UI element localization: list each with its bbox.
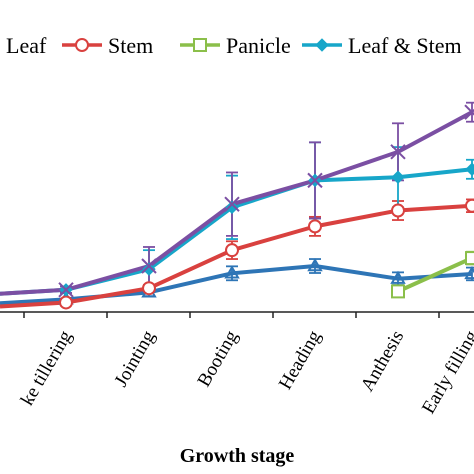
legend-item-leaf: Leaf: [6, 33, 47, 58]
legend-label-leaf-stem: Leaf & Stem: [348, 33, 462, 58]
leaf-point-5: [390, 270, 406, 284]
stem-point-4: [308, 219, 322, 234]
panicle-line: [397, 256, 473, 294]
leaf-stem-point-3: [225, 200, 239, 215]
legend: Leaf Stem Panicle Leaf & Stem: [6, 33, 462, 58]
leaf-point-4: [307, 258, 323, 272]
x-tick-label-1: ke tillering: [17, 327, 77, 410]
x-tick-label-5: Anthesis: [357, 327, 408, 395]
series-markers: [58, 104, 474, 310]
series-5-point-2-stroke-b: [141, 258, 157, 274]
x-axis-ticks: [23, 312, 440, 318]
panicle-point-5: [391, 284, 405, 299]
error-bars: [60, 101, 474, 298]
leaf-stem-point-5: [391, 170, 405, 184]
legend-marker-stem: [75, 38, 89, 52]
x-tick-label-4: Heading: [275, 327, 326, 394]
x-tick-label-6: Early filling: [418, 327, 474, 418]
legend-item-panicle: Panicle: [180, 33, 291, 58]
stem-point-2: [142, 281, 156, 296]
legend-marker-leaf-stem: [315, 38, 329, 52]
series-5-point-2: [141, 258, 157, 274]
series-5-point-3-stroke-b: [224, 196, 240, 212]
series-5-point-1: [58, 282, 74, 298]
x-tick-labels: ke tillering Jointing Booting Heading Anthes…: [17, 327, 474, 418]
legend-label-panicle: Panicle: [226, 33, 291, 58]
series-5-point-4-stroke-b: [307, 172, 323, 189]
stem-point-5: [391, 203, 405, 218]
series-5-point-1-stroke-b: [58, 282, 74, 298]
legend-label-leaf: Leaf: [6, 33, 47, 58]
series-5-point-5-stroke-b: [390, 144, 406, 160]
leaf-stem-point-6: [465, 162, 474, 176]
x-tick-label-3: Booting: [194, 327, 243, 391]
legend-label-stem: Stem: [108, 33, 153, 58]
stem-point-1: [59, 295, 73, 310]
leaf-point-3: [224, 265, 240, 279]
series-5-point-3: [224, 196, 240, 212]
panicle-point-6: [465, 251, 474, 266]
leaf-stem-point-2: [142, 262, 156, 276]
x-axis-title: Growth stage: [180, 445, 295, 467]
series-5-point-5: [390, 144, 406, 160]
series-5-point-6: [464, 104, 474, 120]
legend-item-stem: Stem: [62, 33, 153, 58]
series-5-point-4: [307, 172, 323, 189]
legend-item-leaf-stem: Leaf & Stem: [302, 33, 462, 58]
x-tick-label-2: Jointing: [111, 327, 160, 391]
stem-point-6: [465, 198, 474, 213]
stem-point-3: [225, 243, 239, 258]
leaf-point-6: [464, 265, 474, 280]
series-5-point-6-stroke-b: [464, 108, 474, 120]
legend-marker-panicle: [193, 38, 207, 52]
